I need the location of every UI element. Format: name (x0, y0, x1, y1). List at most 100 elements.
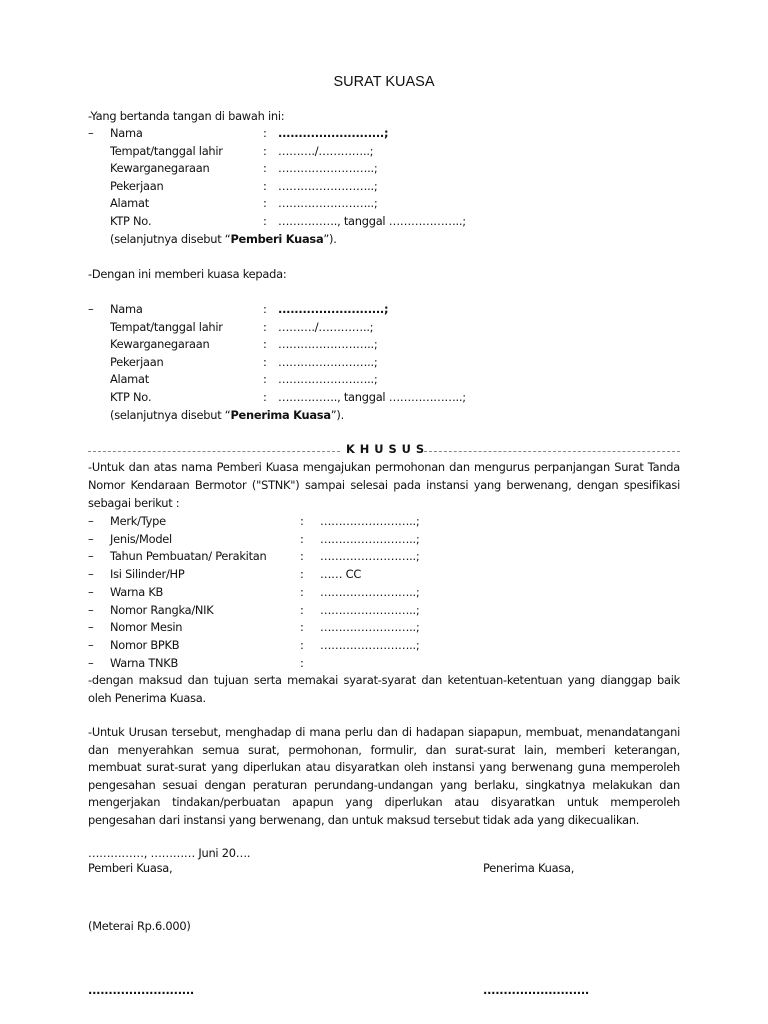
spec-value: ……………………..; (320, 549, 420, 564)
paragraph-line: -Untuk Urusan tersebut, menghadap di man… (88, 725, 680, 739)
field-colon: : (263, 214, 267, 228)
note-text: (selanjutnya disebut “ (110, 231, 231, 246)
spec-value: ……………………..; (320, 531, 420, 546)
role-note: (selanjutnya disebut “Pemberi Kuasa”). (110, 231, 337, 247)
intro-grantee: -Dengan ini memberi kuasa kepada: (88, 267, 287, 281)
date-line: ……………, ………… Juni 20…. (88, 846, 251, 860)
spec-label: Nomor BPKB (110, 637, 180, 652)
field-value: ..........................; (278, 302, 389, 316)
paragraph-line: mengerjakan tindakan/perbuatan apapun ya… (88, 795, 680, 810)
spec-label: Tahun Pembuatan/ Perakitan (110, 549, 267, 564)
paragraph-line: pengesahan sesuai dengan peraturan perun… (88, 777, 680, 792)
field-value: ……………………..; (278, 196, 378, 211)
spec-label: Nomor Rangka/NIK (110, 602, 214, 617)
dash-bullet: – (88, 549, 94, 564)
role-note: (selanjutnya disebut “Penerima Kuasa”). (110, 407, 344, 423)
note-text: ”). (330, 407, 344, 422)
paragraph-line: sebagai berikut : (88, 496, 180, 510)
dash-bullet: – (88, 126, 94, 140)
signature-line-right: .......................... (483, 983, 590, 997)
field-colon: : (263, 390, 267, 404)
field-value: ……………., tanggal ………………..; (278, 214, 466, 228)
field-value: ……………………..; (278, 354, 378, 369)
spec-label: Jenis/Model (110, 531, 172, 546)
field-label: Nama (110, 302, 143, 316)
divider-left (88, 451, 340, 452)
field-label: KTP No. (110, 390, 152, 404)
note-text: (selanjutnya disebut “ (110, 407, 231, 422)
dash-bullet: – (88, 655, 94, 670)
spec-colon: : (300, 549, 304, 564)
dash-bullet: – (88, 620, 94, 635)
field-value: ……………………..; (278, 337, 378, 352)
paragraph-line: dan menyerahkan semua surat, permohonan,… (88, 742, 680, 757)
dash-bullet: – (88, 302, 94, 316)
dash-bullet: – (88, 567, 94, 582)
paragraph-line: Nomor Kendaraan Bermotor ("STNK") sampai… (88, 478, 680, 492)
spec-value: …… CC (320, 567, 362, 582)
spec-colon: : (300, 531, 304, 546)
field-label: Alamat (110, 372, 149, 387)
dash-bullet: – (88, 637, 94, 652)
field-colon: : (263, 337, 267, 352)
spec-colon: : (300, 584, 304, 599)
signature-line-left: .......................... (88, 983, 195, 997)
spec-label: Merk/Type (110, 514, 166, 528)
note-text: ”). (323, 231, 337, 246)
field-colon: : (263, 178, 267, 193)
field-value: ……………………..; (278, 161, 378, 176)
spec-colon: : (300, 637, 304, 652)
spec-value: ……………………..; (320, 584, 420, 599)
spec-label: Warna KB (110, 584, 164, 599)
dash-bullet: – (88, 514, 94, 528)
field-label: Tempat/tanggal lahir (110, 319, 223, 334)
signer-left-label: Pemberi Kuasa, (88, 861, 173, 875)
spec-value: ……………………..; (320, 620, 420, 635)
divider-right (424, 451, 680, 452)
spec-label: Nomor Mesin (110, 620, 183, 635)
field-colon: : (263, 161, 267, 176)
field-value: ……………………..; (278, 178, 378, 193)
field-label: Pekerjaan (110, 178, 164, 193)
dash-bullet: – (88, 602, 94, 617)
field-label: KTP No. (110, 214, 152, 228)
spec-colon: : (300, 514, 304, 528)
field-label: Kewarganegaraan (110, 161, 210, 176)
field-label: Tempat/tanggal lahir (110, 143, 223, 158)
document-title: SURAT KUASA (333, 74, 435, 90)
role-name: Pemberi Kuasa (230, 231, 324, 246)
spec-value: ……………………..; (320, 637, 420, 652)
intro-grantor: -Yang bertanda tangan di bawah ini: (88, 109, 285, 123)
field-label: Nama (110, 126, 143, 140)
field-value: ……………………..; (278, 372, 378, 387)
spec-colon: : (300, 655, 304, 670)
signer-right-label: Penerima Kuasa, (483, 861, 575, 875)
spec-value: ……………………..; (320, 602, 420, 617)
field-colon: : (263, 319, 267, 334)
paragraph-line: -dengan maksud dan tujuan serta memakai … (88, 673, 680, 687)
spec-colon: : (300, 620, 304, 635)
field-value: ………./…………..; (278, 319, 374, 334)
field-colon: : (263, 302, 267, 316)
field-colon: : (263, 126, 267, 140)
role-name: Penerima Kuasa (230, 407, 331, 422)
stamp-note: (Meterai Rp.6.000) (88, 919, 191, 933)
field-value: ………./…………..; (278, 143, 374, 158)
field-label: Alamat (110, 196, 149, 211)
field-label: Kewarganegaraan (110, 337, 210, 352)
field-colon: : (263, 372, 267, 387)
paragraph-line: oleh Penerima Kuasa. (88, 690, 206, 705)
field-value: ..........................; (278, 126, 389, 140)
dash-bullet: – (88, 531, 94, 546)
field-colon: : (263, 143, 267, 158)
field-label: Pekerjaan (110, 354, 164, 369)
spec-colon: : (300, 602, 304, 617)
dash-bullet: – (88, 584, 94, 599)
spec-colon: : (300, 567, 304, 582)
paragraph-line: membuat surat-surat yang diperlukan atau… (88, 760, 680, 775)
paragraph-line: -Untuk dan atas nama Pemberi Kuasa menga… (88, 460, 680, 474)
spec-value: ……………………..; (320, 514, 420, 528)
spec-label: Warna TNKB (110, 655, 179, 670)
field-colon: : (263, 354, 267, 369)
